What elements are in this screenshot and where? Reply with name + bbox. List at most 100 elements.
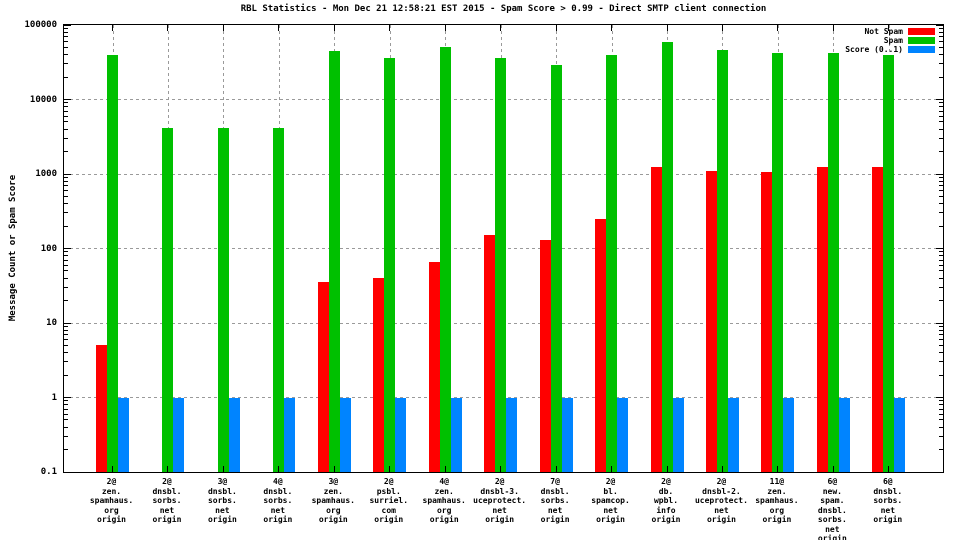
x-category-label: 7@ dnsbl. sorbs. net origin [540,477,570,524]
y-minor-tick [939,128,943,130]
y-minor-tick [64,259,68,261]
y-minor-tick [64,339,68,341]
y-minor-tick [64,325,68,327]
bar-score-0-1- [783,397,795,472]
x-tick [167,25,169,31]
y-minor-tick [64,180,68,182]
y-tick-label: 0.1 [40,467,57,477]
y-tick-label: 10000 [29,94,57,105]
y-major-tick [64,397,71,398]
x-tick [832,466,834,472]
x-tick [222,25,224,31]
x-tick [832,25,834,31]
x-category-label: 3@ zen. spamhaus. org origin [311,477,355,524]
y-tick-label: 100000 [24,20,57,30]
y-minor-tick [939,46,943,48]
bar-not-spam [650,166,662,472]
y-minor-tick [939,54,943,56]
y-minor-tick [939,121,943,123]
y-major-tick [64,471,71,473]
y-minor-tick [64,31,68,33]
bar-score-0-1- [395,397,407,472]
y-minor-tick [64,413,68,415]
y-minor-tick [939,36,943,38]
y-minor-tick [64,190,68,192]
y-minor-tick [939,449,943,451]
x-category-label: 6@ dnsbl. sorbs. net origin [873,477,903,524]
x-tick [611,466,613,472]
legend-label: Not Spam [864,27,903,36]
bar-spam [716,50,728,472]
y-minor-tick [939,255,943,257]
y-minor-tick [939,27,943,29]
y-minor-tick [939,426,943,428]
x-tick [721,25,723,31]
bar-not-spam [539,240,551,472]
y-minor-tick [939,106,943,108]
bar-spam [661,41,673,472]
x-category-label: 2@ bl. spamcop. net origin [591,477,630,524]
x-tick [444,25,446,31]
bar-score-0-1- [450,397,462,472]
y-minor-tick [939,63,943,65]
y-minor-tick [939,264,943,266]
bar-not-spam [96,345,107,472]
bar-spam [495,58,507,472]
y-minor-tick [64,195,68,197]
x-tick [888,466,890,472]
legend-row: Score (0..1) [845,45,935,54]
x-category-label: 2@ psbl. surriel. com origin [369,477,409,524]
bar-score-0-1- [173,397,185,472]
x-tick [721,466,723,472]
y-minor-tick [64,76,68,78]
bar-not-spam [317,282,329,472]
bar-score-0-1- [339,397,351,472]
y-minor-tick [939,400,943,402]
y-minor-tick [939,361,943,363]
bar-spam [217,128,229,472]
y-minor-tick [939,419,943,421]
x-category-label: 4@ dnsbl. sorbs. net origin [263,477,293,524]
y-major-tick [936,173,943,175]
y-minor-tick [64,374,68,376]
bar-spam [384,58,396,472]
bar-score-0-1- [617,397,629,472]
plot-area [63,24,944,473]
y-tick-label: 10 [46,318,57,328]
y-minor-tick [939,41,943,43]
y-minor-tick [939,339,943,341]
bar-score-0-1- [506,397,518,472]
y-major-tick [936,99,943,100]
y-minor-tick [64,46,68,48]
y-minor-tick [64,426,68,428]
legend: Not Spam Spam Score (0..1) [845,27,935,54]
y-minor-tick [939,413,943,415]
y-minor-tick [64,344,68,346]
x-tick [555,25,557,31]
bar-spam [550,65,562,472]
bar-not-spam [428,262,440,472]
bar-spam [328,50,340,472]
y-minor-tick [64,251,68,253]
x-tick [333,25,335,31]
y-minor-tick [939,251,943,253]
bar-score-0-1- [672,397,684,472]
y-minor-tick [64,137,68,139]
x-category-label: 6@ new. spam. dnsbl. sorbs. net origin [817,477,847,540]
y-minor-tick [64,361,68,363]
bar-spam [827,53,839,472]
y-minor-tick [939,212,943,214]
bar-not-spam [484,235,496,472]
bar-not-spam [373,278,385,472]
y-minor-tick [64,255,68,257]
y-minor-tick [939,115,943,117]
y-minor-tick [939,76,943,78]
legend-swatch [908,28,935,35]
y-minor-tick [64,449,68,451]
y-minor-tick [939,329,943,331]
y-minor-tick [939,137,943,139]
y-minor-tick [939,435,943,437]
y-major-tick [64,173,71,175]
bar-not-spam [595,218,607,472]
